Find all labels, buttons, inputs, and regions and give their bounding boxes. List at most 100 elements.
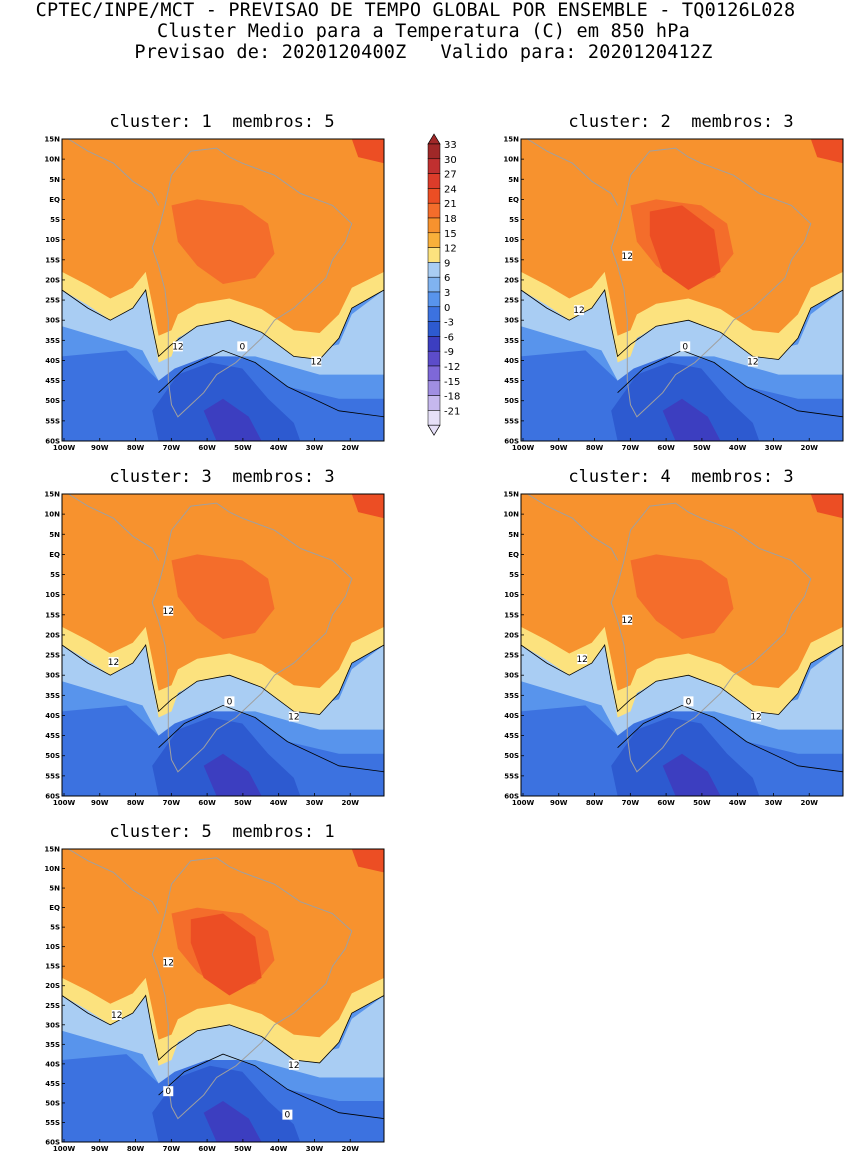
lat-tick-label: 60S bbox=[45, 1139, 60, 1147]
lat-tick-label: 5S bbox=[50, 216, 60, 224]
temperature-band-minus6 bbox=[203, 1101, 262, 1142]
coastline bbox=[151, 147, 353, 418]
lat-tick-label: 10S bbox=[504, 236, 519, 244]
header: CPTEC/INPE/MCT - PREVISAO DE TEMPO GLOBA… bbox=[0, 0, 847, 68]
coastline bbox=[151, 857, 353, 1120]
contour-label: 0 bbox=[165, 1087, 171, 1097]
colorbar-level-label: 27 bbox=[444, 170, 457, 181]
lon-tick-label: 40W bbox=[270, 444, 288, 452]
central-america-coast bbox=[527, 493, 619, 561]
lat-tick-label: 40S bbox=[45, 712, 60, 720]
central-america-coast bbox=[527, 138, 619, 206]
colorbar-bottom-triangle bbox=[427, 424, 441, 436]
colorbar-swatch bbox=[427, 336, 441, 352]
colorbar-level-label: 0 bbox=[444, 303, 450, 314]
contour-label-bg bbox=[282, 1109, 293, 1120]
lon-tick-label: 70W bbox=[622, 799, 640, 807]
lat-tick-label: 25S bbox=[45, 652, 60, 660]
colorbar-swatch bbox=[427, 202, 441, 219]
lat-tick-label: 10N bbox=[44, 511, 60, 519]
contour-label-bg bbox=[163, 605, 174, 616]
lat-tick-label: 60S bbox=[45, 793, 60, 801]
contour-label: 12 bbox=[576, 655, 587, 665]
lat-tick-label: 50S bbox=[45, 397, 60, 405]
lat-tick-label: 5N bbox=[508, 176, 519, 184]
contour-label: 12 bbox=[747, 357, 758, 367]
contour-label-bg bbox=[573, 305, 584, 316]
colorbar-swatch bbox=[427, 247, 441, 263]
lat-tick-label: 15N bbox=[44, 846, 60, 854]
colorbar-swatch bbox=[427, 306, 441, 322]
map-svg-4: 12 12 12 0 15N 10N 5N EQ 5S 10S 15S 20S 25S 30S 35S 40S… bbox=[503, 491, 844, 807]
lat-tick-label: 45S bbox=[45, 1080, 60, 1088]
colorbar-top-triangle bbox=[427, 133, 441, 145]
lon-tick-label: 90W bbox=[91, 799, 109, 807]
contour-label-bg bbox=[311, 356, 322, 367]
lat-tick-label: 55S bbox=[45, 772, 60, 780]
lat-tick-label: 50S bbox=[45, 752, 60, 760]
lon-tick-label: 60W bbox=[657, 799, 675, 807]
lat-tick-label: 10N bbox=[503, 156, 519, 164]
colorbar-swatch bbox=[427, 232, 441, 248]
lon-tick-label: 30W bbox=[306, 799, 324, 807]
lat-tick-label: 30S bbox=[504, 672, 519, 680]
lon-tick-label: 60W bbox=[657, 444, 675, 452]
colorbar-swatch bbox=[427, 380, 441, 396]
contour-line-0 bbox=[617, 704, 844, 773]
contour-label: 0 bbox=[682, 342, 688, 352]
colorbar-swatch bbox=[427, 350, 441, 367]
colorbar-level-label: 12 bbox=[444, 244, 457, 255]
lat-tick-label: 15N bbox=[503, 136, 519, 144]
map-svg-1: 12 12 0 15N 10N 5N EQ 5S 10S 15S 20S 25S 30S 35S 40S 45… bbox=[44, 136, 385, 452]
contour-line-0 bbox=[158, 704, 385, 773]
lon-tick-label: 30W bbox=[765, 799, 783, 807]
map-fill-layer bbox=[62, 494, 384, 796]
lon-tick-label: 20W bbox=[341, 799, 359, 807]
contour-label-bg bbox=[108, 657, 119, 668]
lat-tick-label: 20S bbox=[45, 631, 60, 639]
lat-tick-label: 60S bbox=[45, 438, 60, 446]
lat-tick-label: 35S bbox=[45, 692, 60, 700]
lat-tick-label: 15S bbox=[504, 611, 519, 619]
temperature-band-minus6 bbox=[203, 753, 262, 796]
colorbar-swatch bbox=[427, 291, 441, 308]
lat-tick-label: 5N bbox=[508, 531, 519, 539]
panel-title-4: cluster: 4 membros: 3 bbox=[568, 467, 794, 487]
lon-tick-label: 80W bbox=[586, 444, 604, 452]
colorbar: 33 30 27 24 21 18 15 12 9 6 3 0 -3 -6 -9 -12 -15 -18 -21 bbox=[424, 132, 494, 444]
lat-tick-label: 40S bbox=[45, 357, 60, 365]
map-svg-3: 12 12 12 0 15N 10N 5N EQ 5S 10S 15S 20S 25S 30S 35S 40S… bbox=[44, 491, 385, 807]
lon-tick-label: 60W bbox=[198, 1145, 216, 1153]
map-frame bbox=[520, 493, 844, 797]
colorbar-swatch bbox=[427, 217, 441, 234]
colorbar-level-label: -6 bbox=[444, 332, 454, 343]
map-fill-layer bbox=[521, 494, 843, 796]
lon-tick-label: 70W bbox=[163, 1145, 181, 1153]
lat-tick-label: 30S bbox=[45, 317, 60, 325]
lat-tick-label: EQ bbox=[49, 904, 60, 912]
map-fill-layer bbox=[521, 139, 843, 441]
colorbar-level-label: -12 bbox=[444, 362, 460, 373]
panel-title-1: cluster: 1 membros: 5 bbox=[109, 112, 335, 132]
contour-label: 12 bbox=[622, 252, 633, 262]
lat-tick-label: 40S bbox=[45, 1060, 60, 1068]
lon-tick-label: 50W bbox=[693, 799, 711, 807]
panel-title-3: cluster: 3 membros: 3 bbox=[109, 467, 335, 487]
lat-tick-label: 50S bbox=[504, 752, 519, 760]
contour-label: 12 bbox=[108, 658, 119, 668]
lat-tick-label: 10N bbox=[44, 865, 60, 873]
contour-line-0 bbox=[158, 1053, 385, 1119]
lon-tick-label: 60W bbox=[198, 799, 216, 807]
colorbar-level-label: -9 bbox=[444, 347, 454, 358]
lat-tick-label: 60S bbox=[504, 793, 519, 801]
contour-label: 0 bbox=[686, 697, 692, 707]
temperature-band-minus6 bbox=[662, 398, 721, 441]
contour-label-bg bbox=[747, 356, 758, 367]
lat-tick-label: 55S bbox=[45, 1119, 60, 1127]
lat-tick-label: 30S bbox=[45, 1021, 60, 1029]
colorbar-level-label: 9 bbox=[444, 258, 450, 269]
map-frame bbox=[61, 848, 385, 1143]
lat-tick-label: 15S bbox=[504, 256, 519, 264]
contour-line-0 bbox=[617, 349, 844, 418]
